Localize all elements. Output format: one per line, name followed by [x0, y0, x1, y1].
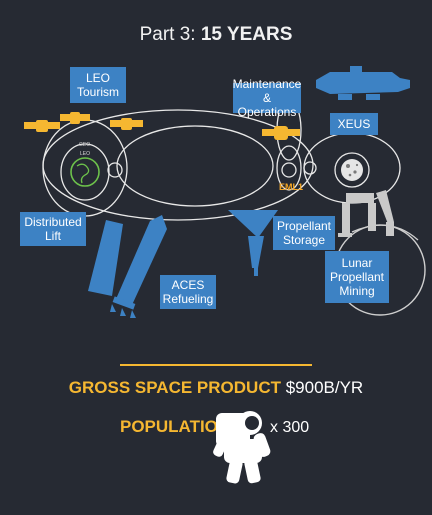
leo-orbit-label: LEO	[80, 151, 90, 157]
xeus-ship-icon	[316, 66, 410, 100]
title-prefix: Part 3:	[139, 24, 201, 45]
moon-crater	[353, 170, 357, 174]
distributed-lift-rocket-icon	[88, 215, 167, 318]
lunar-node	[303, 161, 317, 175]
moon	[341, 159, 363, 181]
callout-maintenance-operations: Maintenance & Operations	[232, 77, 302, 119]
transfer-orbit-large	[42, 109, 314, 221]
earth-orbit-inner	[60, 143, 110, 201]
depot-icon	[262, 126, 300, 140]
page-title: Part 3: 15 YEARS	[0, 24, 432, 46]
propellant-storage-icon	[228, 210, 278, 276]
moon-crater	[348, 173, 352, 177]
population-label: POPULATION	[120, 417, 231, 436]
callout-distributed-lift: Distributed Lift	[20, 212, 86, 246]
section-divider	[120, 364, 312, 366]
earth-continent	[76, 163, 90, 184]
satellite-icon	[24, 120, 60, 132]
lunar-mining-rover-icon	[338, 190, 394, 237]
moon-crater	[355, 163, 359, 167]
astronaut-icon	[213, 411, 271, 484]
callout-xeus: XEUS	[330, 113, 378, 135]
transfer-orbit-mid	[116, 125, 274, 207]
gsp-label: GROSS SPACE PRODUCT	[68, 378, 281, 397]
moon-orbit-ring	[334, 152, 370, 188]
earth	[70, 157, 100, 187]
title-emphasis: 15 YEARS	[200, 24, 293, 45]
geo-orbit-label: GEO	[79, 142, 90, 148]
callout-aces-refueling: ACES Refueling	[160, 275, 216, 309]
gross-space-product: GROSS SPACE PRODUCT $900B/YR	[0, 378, 432, 398]
callout-lunar-propellant-mining: Lunar Propellant Mining	[325, 251, 389, 303]
callout-leo-tourism: LEO Tourism	[70, 67, 126, 103]
satellite-icon	[60, 112, 90, 124]
lunar-surface-arc	[351, 224, 419, 241]
eml1-loop-lower	[276, 145, 302, 191]
eml1-node	[281, 162, 297, 178]
eml1-label: EML1	[279, 182, 303, 192]
population-multiplier: x 300	[270, 419, 310, 436]
satellite-icon	[110, 118, 143, 130]
callout-propellant-storage: Propellant Storage	[273, 216, 335, 250]
moon-crater	[346, 164, 350, 168]
transfer-node	[107, 162, 123, 178]
gsp-value: $900B/YR	[280, 378, 364, 397]
